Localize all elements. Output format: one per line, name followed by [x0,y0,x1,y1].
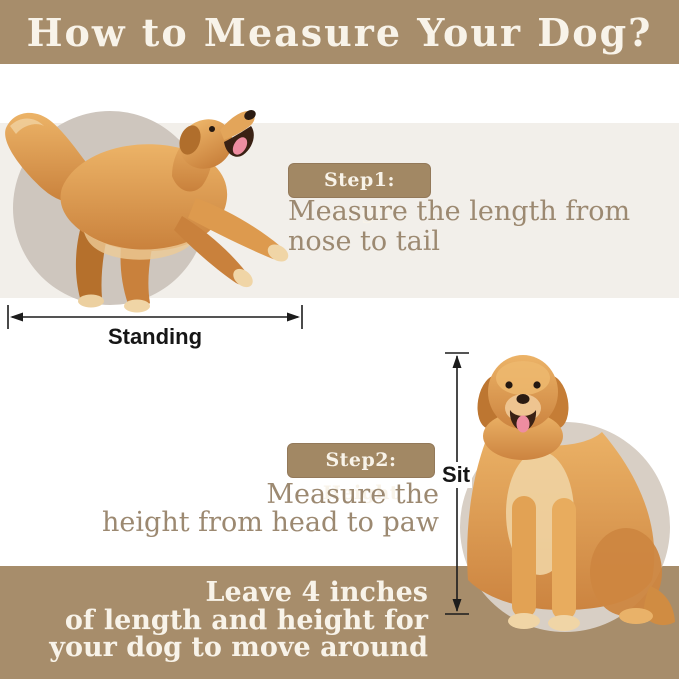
footer-note-line: of length and height for [64,604,428,636]
step1-line: Measure the length from [288,196,631,227]
footer-note-line: your dog to move around [49,632,428,663]
step1-instruction: Measure the length from nose to tail [288,197,630,257]
footer-note: Leave 4 inches of length and height for … [49,579,428,662]
step2-badge: Step2: Height [287,443,435,504]
sit-label: Sit [440,462,473,488]
standing-dog-photo [5,110,289,313]
sitting-dog-photo [467,355,675,631]
header: How to Measure Your Dog? [0,0,679,64]
step1-line: nose to tail [288,226,440,257]
step2-line: height from head to paw [102,507,439,538]
step2-line: Measure the [266,479,439,510]
standing-label: Standing [107,324,203,349]
step2-instruction: Measure the height from head to paw [102,481,439,537]
page-title: How to Measure Your Dog? [26,9,653,55]
step1-badge: Step1: Length [288,163,431,224]
footer-note-line: Leave 4 inches [205,577,428,608]
length-measure-arrow [7,305,303,329]
